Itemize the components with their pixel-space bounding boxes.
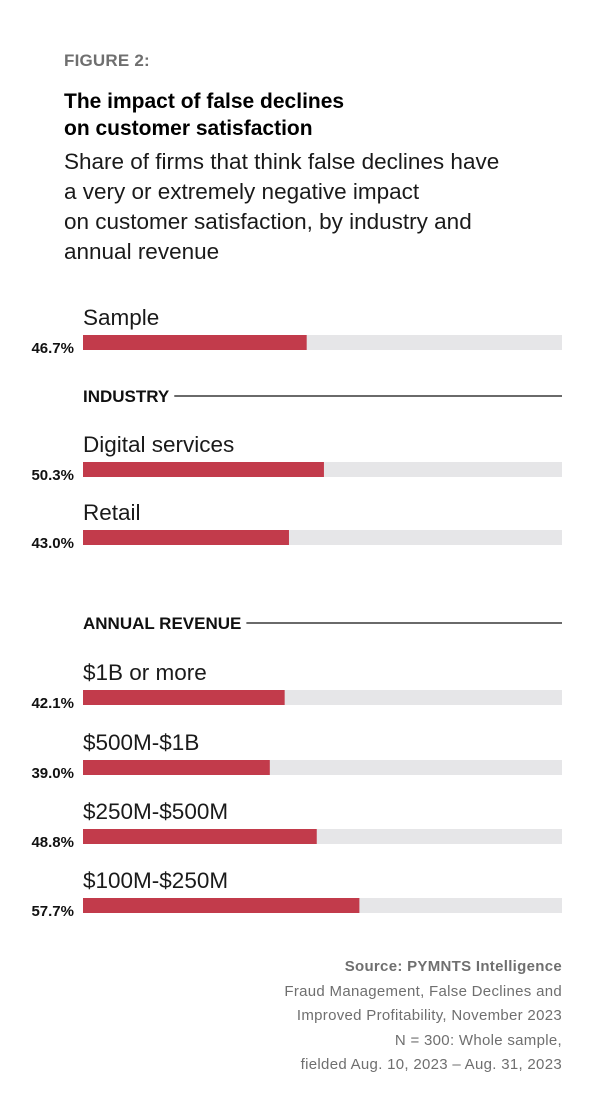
bar-fill — [83, 335, 307, 350]
bar-fill — [83, 530, 289, 545]
bar-fill — [83, 760, 270, 775]
source-line-2: Improved Profitability, November 2023 — [296, 1007, 562, 1024]
source-line-3: N = 300: Whole sample, — [394, 1031, 562, 1049]
source-line-1: Fraud Management, False Declines and — [284, 982, 562, 1000]
bar-category-label: $100M-$250M — [83, 868, 228, 893]
bar-fill — [83, 462, 324, 477]
bar-value-label: 46.7% — [31, 340, 74, 357]
subtitle-line-2: a very or extremely negative impact — [64, 179, 420, 204]
bar-category-label: $500M-$1B — [83, 730, 199, 755]
bar-fill — [83, 690, 285, 705]
section-heading: ANNUAL REVENUE — [83, 614, 241, 633]
section-heading: INDUSTRY — [83, 387, 170, 406]
chart-subtitle: Share of firms that think false declines… — [64, 147, 574, 267]
subtitle-line-1: Share of firms that think false declines… — [64, 149, 500, 174]
chart-title: The impact of false declines on customer… — [64, 88, 524, 142]
bar-value-label: 50.3% — [31, 467, 74, 484]
source-title: Source: PYMNTS Intelligence — [344, 958, 562, 975]
bar-value-label: 48.8% — [31, 834, 74, 851]
bar-value-label: 57.7% — [31, 903, 74, 920]
source-line-4: fielded Aug. 10, 2023 – Aug. 31, 2023 — [300, 1056, 562, 1073]
chart-title-line-2: on customer satisfaction — [64, 117, 313, 140]
bar-fill — [83, 829, 317, 844]
bar-category-label: Retail — [83, 500, 141, 525]
bar-value-label: 39.0% — [31, 765, 74, 782]
bar-value-label: 43.0% — [31, 535, 74, 552]
bar-category-label: $1B or more — [83, 660, 207, 685]
bar-category-label: Digital services — [83, 432, 234, 457]
bar-value-label: 42.1% — [31, 695, 74, 712]
chart-title-line-1: The impact of false declines — [64, 90, 345, 113]
bar-category-label: Sample — [83, 305, 159, 330]
figure-label: FIGURE 2: — [64, 51, 150, 70]
bar-fill — [83, 898, 360, 913]
subtitle-line-3: on customer satisfaction, by industry an… — [64, 209, 472, 234]
subtitle-line-4: annual revenue — [64, 239, 220, 264]
bar-category-label: $250M-$500M — [83, 799, 228, 824]
source-note: Source: PYMNTS Intelligence Fraud Manage… — [142, 955, 562, 1078]
